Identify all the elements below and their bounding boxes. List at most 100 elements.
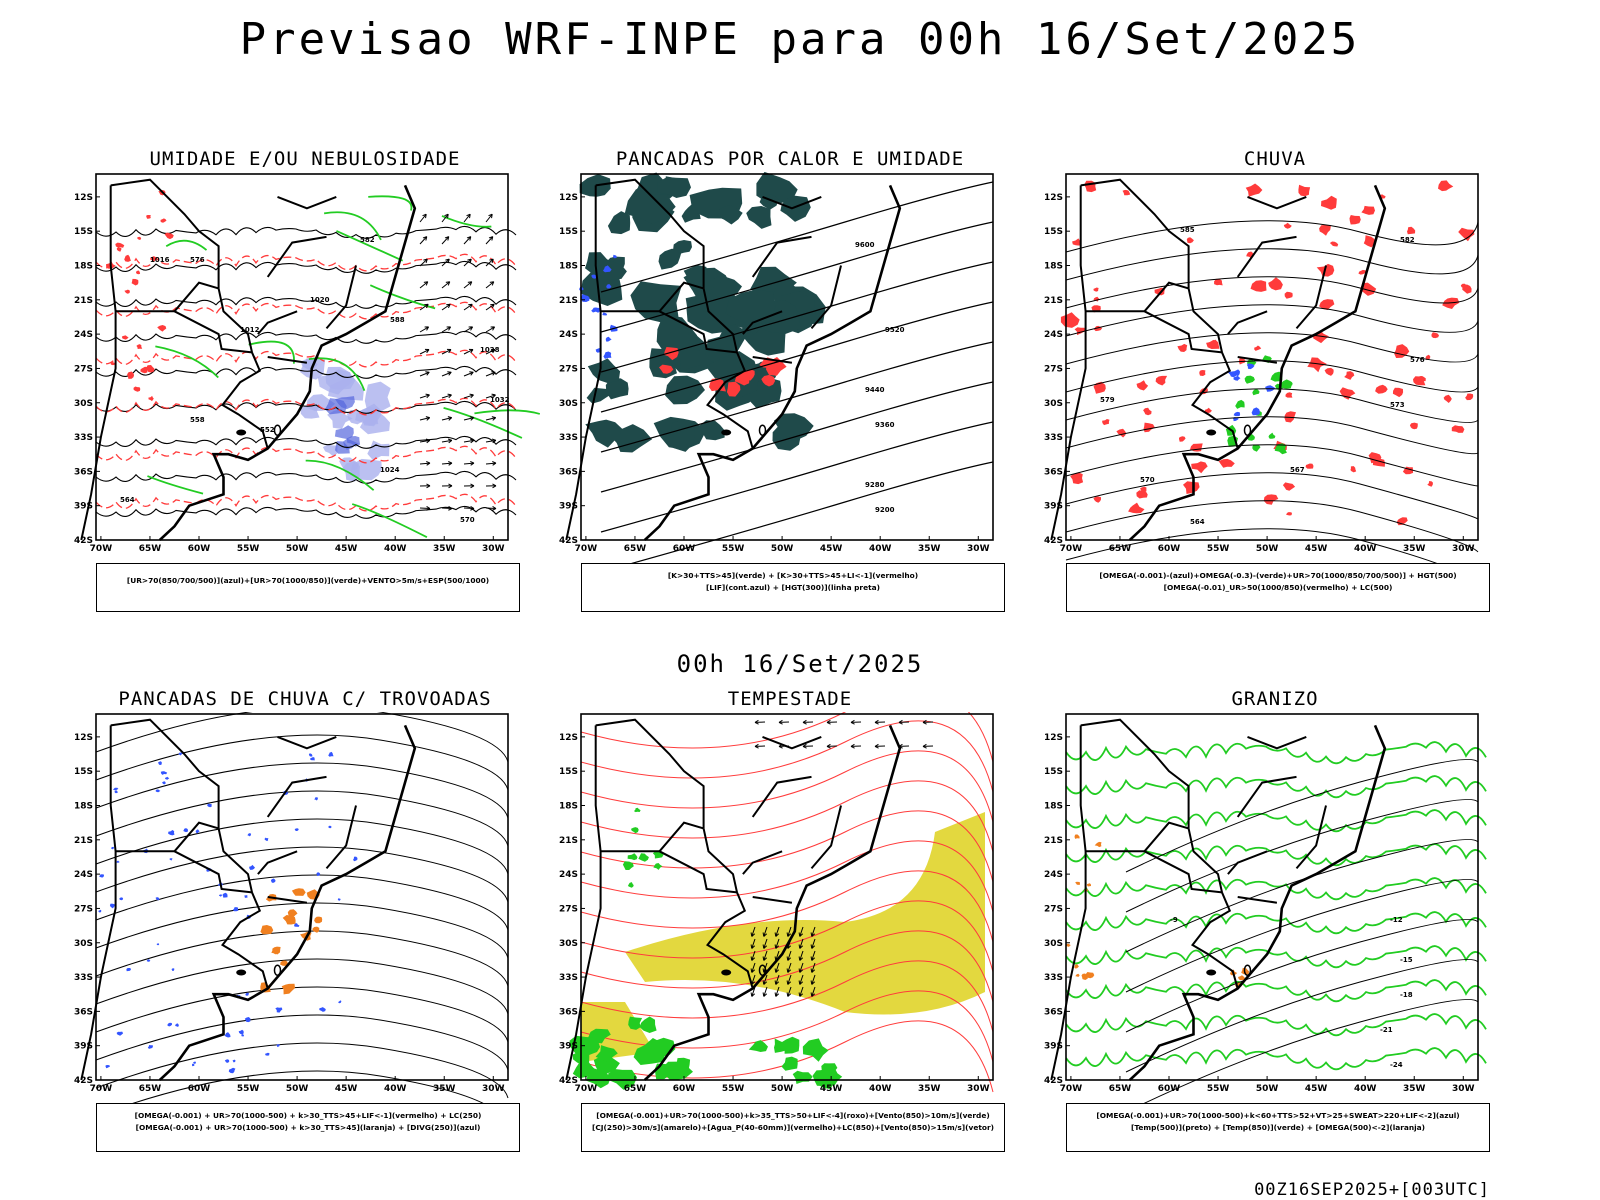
wind850-green-area <box>627 882 634 888</box>
wind-vector <box>799 938 804 949</box>
wind-vector <box>463 326 473 333</box>
panel-legend: [OMEGA(-0.001) + UR>70(1000-500) + k>30_… <box>96 1103 520 1152</box>
wind850-green-area <box>595 1045 618 1063</box>
wind-vector <box>751 986 756 997</box>
lon-label: 40W <box>869 544 892 554</box>
wind-vector-head <box>786 968 792 973</box>
omega-orange-area <box>1075 973 1080 977</box>
wind-vector-head <box>491 416 497 421</box>
rain-red-area <box>1427 481 1433 487</box>
red-speckle <box>124 289 130 294</box>
contour-label: 576 <box>1410 356 1425 364</box>
wind-vector <box>441 349 452 355</box>
rain-red-area <box>1155 375 1168 386</box>
wind-vector <box>485 303 495 311</box>
lat-label: 42S <box>559 536 578 546</box>
convective-teal-area <box>686 292 741 334</box>
country-border <box>267 896 308 904</box>
humidity-green-contour <box>369 284 436 310</box>
temp850-contour <box>1065 1013 1487 1037</box>
rain-red-area <box>1360 282 1377 296</box>
lat-label: 39S <box>74 502 93 512</box>
lagoon-outline <box>1243 424 1252 436</box>
wind-vector <box>763 950 768 961</box>
lon-label: 45W <box>820 1084 843 1094</box>
wind850-green-area <box>586 1067 611 1089</box>
wind-vector-head <box>802 719 807 725</box>
divergence-blue-dot <box>105 1065 110 1069</box>
wind-vector-head <box>423 281 429 286</box>
rain-green-area <box>1244 375 1255 384</box>
lon-label: 40W <box>384 544 407 554</box>
lake-marker <box>236 429 247 436</box>
wind-vector <box>775 986 780 997</box>
lon-label: 35W <box>433 1084 456 1094</box>
wind-vector-head <box>810 968 816 973</box>
panel-umidade: UMIDADE E/OU NEBULOSIDADE 1012 1016 1020 10… <box>60 148 550 638</box>
wind-vector-head <box>470 506 475 511</box>
wind-vector <box>787 962 792 973</box>
wind-vector-head <box>447 416 453 421</box>
divergence-blue-dot <box>207 803 212 808</box>
lc850-streamline <box>580 930 994 1003</box>
rain-red-area <box>1350 466 1357 473</box>
lon-label: 35W <box>1403 1084 1426 1094</box>
country-border <box>742 310 783 335</box>
red-speckle <box>146 215 151 219</box>
wind-vector-head <box>426 483 431 489</box>
rain-blue-area <box>1233 411 1241 417</box>
wind-vector-head <box>874 719 879 725</box>
lc250-streamline <box>95 762 509 819</box>
lc250-streamline <box>95 1042 509 1099</box>
red-speckle <box>116 247 122 252</box>
rain-red-area <box>1136 380 1149 391</box>
rain-red-area <box>1307 357 1327 373</box>
contour-label: 9280 <box>865 481 885 489</box>
wind-vector-head <box>489 281 495 286</box>
wind-vector <box>775 974 780 985</box>
humidity-blue-area <box>364 381 391 412</box>
rain-red-area <box>1116 428 1127 438</box>
wind-vector <box>419 349 430 355</box>
country-border <box>1080 718 1190 829</box>
wind850-green-area <box>780 1036 800 1054</box>
lon-label: 40W <box>1354 544 1377 554</box>
wind-vector <box>441 303 451 311</box>
divergence-blue-dot <box>99 874 104 878</box>
divergence-blue-dot <box>110 846 114 850</box>
panel-title: PANCADAS POR CALOR E UMIDADE <box>615 148 965 170</box>
wind-vector-head <box>468 303 473 309</box>
forecast-map: 1012 1016 1020 1024 1028 1032 570 576 582 588 564 5… <box>74 173 541 554</box>
lat-label: 33S <box>559 973 578 983</box>
lc250-streamline <box>95 986 509 1043</box>
thunder-orange-area <box>271 949 278 955</box>
wind-vector-head <box>750 944 756 949</box>
lake-marker <box>236 969 247 976</box>
legend-line: [UR>70(850/700/500)](azul)+[UR>70(1000/8… <box>126 576 490 585</box>
wind-vector-head <box>490 348 496 354</box>
wind-vector <box>419 507 431 510</box>
divergence-blue-dot <box>328 751 334 757</box>
rain-red-area <box>1199 370 1206 376</box>
divergence-blue-dot <box>155 897 160 901</box>
wind-vector <box>441 326 451 333</box>
contour-label: 1020 <box>310 296 330 304</box>
contour-label: 1028 <box>480 346 500 354</box>
wind-vector <box>811 974 816 985</box>
wind-vector-head <box>422 236 428 241</box>
contour-label: 588 <box>390 316 405 324</box>
li-red-area <box>663 347 679 361</box>
pressure-isobar <box>95 505 517 519</box>
wind-vector-head <box>492 461 497 466</box>
divergence-blue-dot <box>222 892 228 898</box>
rain-red-area <box>1425 354 1431 361</box>
lake-marker <box>1206 429 1217 436</box>
lon-label: 50W <box>286 1084 309 1094</box>
panel-title: TEMPESTADE <box>727 688 853 710</box>
lon-label: 65W <box>624 1084 647 1094</box>
contour-label: -15 <box>1400 956 1413 964</box>
lake-marker <box>1206 969 1217 976</box>
wind-vector-head <box>750 932 756 937</box>
rain-red-area <box>1143 422 1155 433</box>
lc850-streamline <box>580 810 994 883</box>
